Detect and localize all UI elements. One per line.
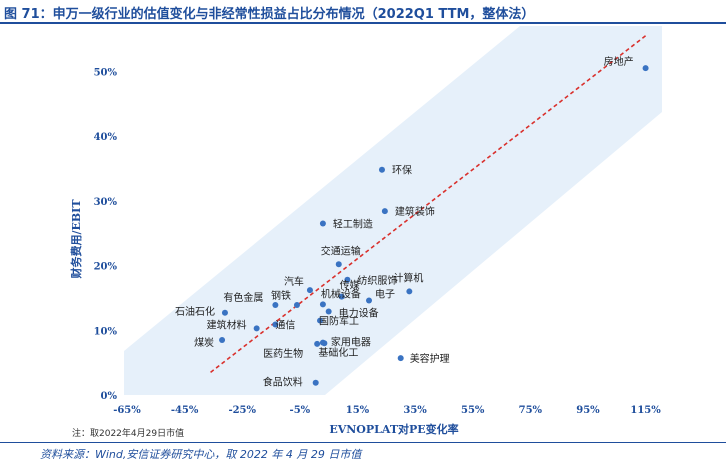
data-point — [272, 302, 279, 309]
data-label: 煤炭 — [194, 336, 214, 349]
data-point — [642, 65, 649, 72]
x-axis-title: EVNOPLAT对PE变化率 — [329, 422, 458, 436]
data-point — [335, 261, 342, 268]
x-tick-label: 115% — [630, 405, 661, 416]
data-point — [338, 293, 345, 300]
data-point — [306, 287, 313, 294]
y-tick-label: 10% — [94, 326, 118, 337]
source-text: 资料来源：Wind,安信证券研究中心，取 2022 年 4 月 29 日市值 — [40, 448, 362, 461]
data-point — [319, 220, 326, 227]
x-tick-label: 35% — [403, 405, 427, 416]
scatter-chart: -65% -45% -25% -5% 15% 35% 55% 75% 95% 115% 0% 10% 2… — [69, 26, 662, 439]
confidence-band — [124, 26, 662, 395]
data-label: 通信 — [275, 319, 295, 331]
y-tick-label: 30% — [94, 197, 118, 208]
trend-line — [210, 35, 647, 373]
data-point — [406, 288, 413, 295]
x-tick-label: -25% — [228, 405, 256, 416]
x-tick-label: 55% — [461, 405, 485, 416]
data-point — [321, 340, 328, 347]
x-tick-label: 15% — [346, 405, 370, 416]
data-point — [221, 309, 228, 316]
data-label: 电子 — [375, 287, 395, 300]
x-tick-label: -45% — [171, 405, 199, 416]
y-tick-label: 50% — [94, 67, 118, 78]
x-tick-label: -65% — [113, 405, 141, 416]
data-label: 轻工制造 — [333, 217, 373, 230]
data-label: 环保 — [392, 164, 412, 177]
x-tick-label: 95% — [576, 405, 600, 416]
x-tick-label: -5% — [290, 405, 311, 416]
y-axis-title: 财务费用/EBIT — [69, 199, 83, 280]
data-label: 家用电器 — [331, 336, 371, 349]
chart-note: 注：取2022年4月29日市值 — [72, 427, 184, 439]
title-bar: 图 71：申万一级行业的估值变化与非经常性损益占比分布情况（2022Q1 TTM… — [0, 0, 726, 24]
data-point — [325, 308, 332, 315]
data-label: 医药生物 — [263, 347, 303, 360]
data-point — [272, 321, 279, 328]
data-label: 建筑装饰 — [395, 205, 435, 218]
data-point — [378, 166, 385, 173]
data-label: 基础化工 — [318, 346, 358, 359]
data-label: 有色金属 — [223, 291, 263, 304]
chart-area: -65% -45% -25% -5% 15% 35% 55% 75% 95% 115% 0% 10% 2… — [0, 24, 726, 442]
data-point — [293, 302, 300, 309]
data-label: 钢铁 — [271, 289, 291, 302]
x-tick-label: 75% — [519, 405, 543, 416]
data-label: 美容护理 — [410, 352, 450, 365]
data-point — [319, 301, 326, 308]
data-label: 国防军工 — [319, 315, 359, 328]
data-point — [314, 340, 321, 347]
data-label: 汽车 — [284, 275, 304, 288]
y-tick-label: 40% — [94, 132, 118, 143]
data-label: 食品饮料 — [263, 376, 303, 389]
data-point — [366, 297, 373, 304]
data-label: 房地产 — [604, 55, 634, 68]
data-label: 计算机 — [393, 271, 423, 284]
data-label: 建筑材料 — [207, 318, 247, 331]
data-label: 电力设备 — [339, 307, 379, 320]
data-label: 交通运输 — [321, 244, 361, 257]
data-label: 传媒 — [340, 280, 360, 292]
data-point — [219, 336, 226, 343]
data-point — [344, 276, 351, 283]
data-label: 纺织服饰 — [357, 274, 397, 287]
data-label: 石油石化 — [175, 305, 215, 318]
data-point — [381, 208, 388, 215]
page-title: 图 71：申万一级行业的估值变化与非经常性损益占比分布情况（2022Q1 TTM… — [4, 7, 535, 22]
source-divider — [0, 442, 726, 443]
data-point — [312, 379, 319, 386]
y-tick-label: 20% — [94, 262, 118, 273]
data-label: 机械设备 — [321, 287, 361, 300]
data-point — [397, 355, 404, 362]
data-point — [317, 317, 324, 324]
y-tick-label: 0% — [101, 391, 118, 402]
data-point — [253, 325, 260, 332]
